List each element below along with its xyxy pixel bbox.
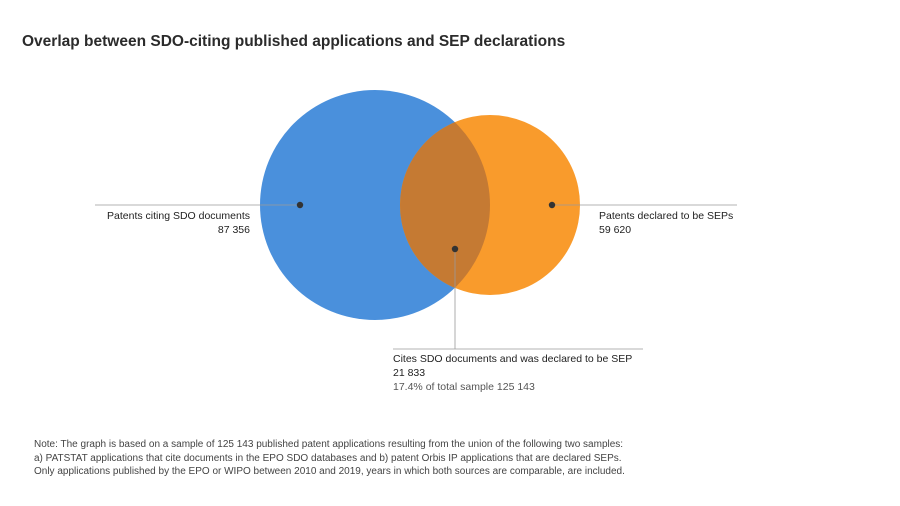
footnote-line-1: Note: The graph is based on a sample of … — [34, 439, 624, 450]
right-set-dot — [548, 201, 556, 209]
overlap-share: 17.4% of total sample 125 143 — [393, 381, 535, 393]
overlap-region — [400, 115, 490, 295]
overlap-label: Cites SDO documents and was declared to … — [393, 352, 632, 394]
right-set-name: Patents declared to be SEPs — [599, 210, 734, 222]
footnote: Note: The graph is based on a sample of … — [34, 438, 625, 479]
left-set-label: Patents citing SDO documents 87 356 — [107, 209, 250, 237]
left-set-name: Patents citing SDO documents — [107, 210, 250, 222]
left-set-dot — [296, 201, 304, 209]
right-set-label: Patents declared to be SEPs 59 620 — [599, 209, 733, 237]
right-set-value: 59 620 — [599, 224, 632, 236]
left-set-value: 87 356 — [217, 224, 250, 236]
footnote-line-3: Only applications published by the EPO o… — [34, 466, 625, 477]
overlap-value: 21 833 — [393, 367, 426, 379]
overlap-name: Cites SDO documents and was declared to … — [393, 353, 633, 365]
overlap-dot — [451, 245, 459, 253]
footnote-line-2: a) PATSTAT applications that cite docume… — [34, 452, 622, 464]
chart-title: Overlap between SDO-citing published app… — [22, 33, 566, 50]
